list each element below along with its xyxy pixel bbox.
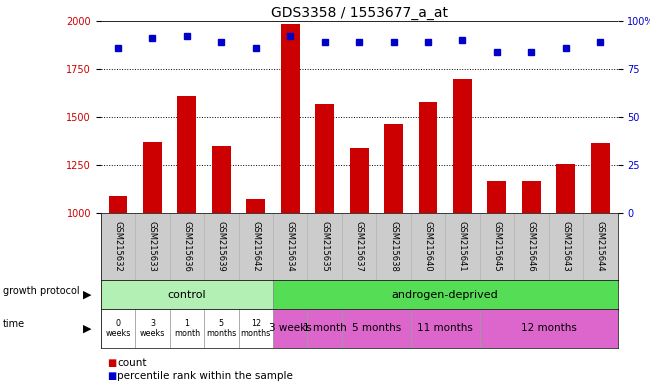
- Bar: [556, 164, 575, 213]
- Text: 11 months: 11 months: [417, 323, 473, 333]
- Text: 0
weeks: 0 weeks: [105, 319, 131, 338]
- Bar: [101, 309, 135, 348]
- Text: GSM215632: GSM215632: [114, 221, 122, 272]
- Text: GSM215641: GSM215641: [458, 222, 467, 272]
- Bar: [101, 280, 273, 309]
- Bar: [239, 309, 273, 348]
- Bar: [273, 309, 307, 348]
- Bar: [488, 182, 506, 213]
- Text: GSM215633: GSM215633: [148, 221, 157, 272]
- Text: GSM215646: GSM215646: [527, 221, 536, 272]
- Bar: [307, 309, 342, 348]
- Text: GSM215634: GSM215634: [286, 221, 294, 272]
- Text: GSM215642: GSM215642: [252, 222, 260, 272]
- Text: 3 weeks: 3 weeks: [269, 323, 311, 333]
- Bar: [109, 196, 127, 213]
- Bar: [342, 309, 411, 348]
- Text: 5
months: 5 months: [206, 319, 237, 338]
- Text: 12
months: 12 months: [240, 319, 271, 338]
- Bar: [384, 124, 403, 213]
- Text: ■: ■: [107, 358, 116, 368]
- Bar: [453, 79, 472, 213]
- Text: time: time: [3, 319, 25, 329]
- Bar: [480, 309, 618, 348]
- Title: GDS3358 / 1553677_a_at: GDS3358 / 1553677_a_at: [270, 6, 448, 20]
- Text: ▶: ▶: [83, 323, 91, 333]
- Text: ▶: ▶: [83, 290, 91, 300]
- Bar: [135, 309, 170, 348]
- Bar: [281, 24, 300, 213]
- Text: ■: ■: [107, 371, 116, 381]
- Bar: [170, 309, 204, 348]
- Text: GSM215635: GSM215635: [320, 221, 329, 272]
- Bar: [411, 309, 480, 348]
- Bar: [212, 146, 231, 213]
- Bar: [522, 182, 541, 213]
- Bar: [419, 102, 437, 213]
- Bar: [143, 142, 162, 213]
- Text: control: control: [168, 290, 206, 300]
- Text: GSM215643: GSM215643: [562, 221, 570, 272]
- Text: 1 month: 1 month: [303, 323, 346, 333]
- Text: GSM215636: GSM215636: [183, 221, 191, 272]
- Text: percentile rank within the sample: percentile rank within the sample: [117, 371, 293, 381]
- Text: GSM215637: GSM215637: [355, 221, 363, 272]
- Text: GSM215644: GSM215644: [596, 222, 605, 272]
- Text: GSM215645: GSM215645: [493, 222, 501, 272]
- Bar: [315, 104, 334, 213]
- Text: 12 months: 12 months: [521, 323, 577, 333]
- Bar: [246, 199, 265, 213]
- Bar: [350, 148, 369, 213]
- Bar: [177, 96, 196, 213]
- Text: GSM215640: GSM215640: [424, 222, 432, 272]
- Bar: [204, 309, 239, 348]
- Text: 1
month: 1 month: [174, 319, 200, 338]
- Text: count: count: [117, 358, 146, 368]
- Text: GSM215638: GSM215638: [389, 221, 398, 272]
- Text: androgen-deprived: androgen-deprived: [392, 290, 499, 300]
- Text: growth protocol: growth protocol: [3, 286, 80, 296]
- Text: 3
weeks: 3 weeks: [140, 319, 165, 338]
- Text: GSM215639: GSM215639: [217, 221, 226, 272]
- Bar: [273, 280, 618, 309]
- Bar: [591, 143, 610, 213]
- Text: 5 months: 5 months: [352, 323, 401, 333]
